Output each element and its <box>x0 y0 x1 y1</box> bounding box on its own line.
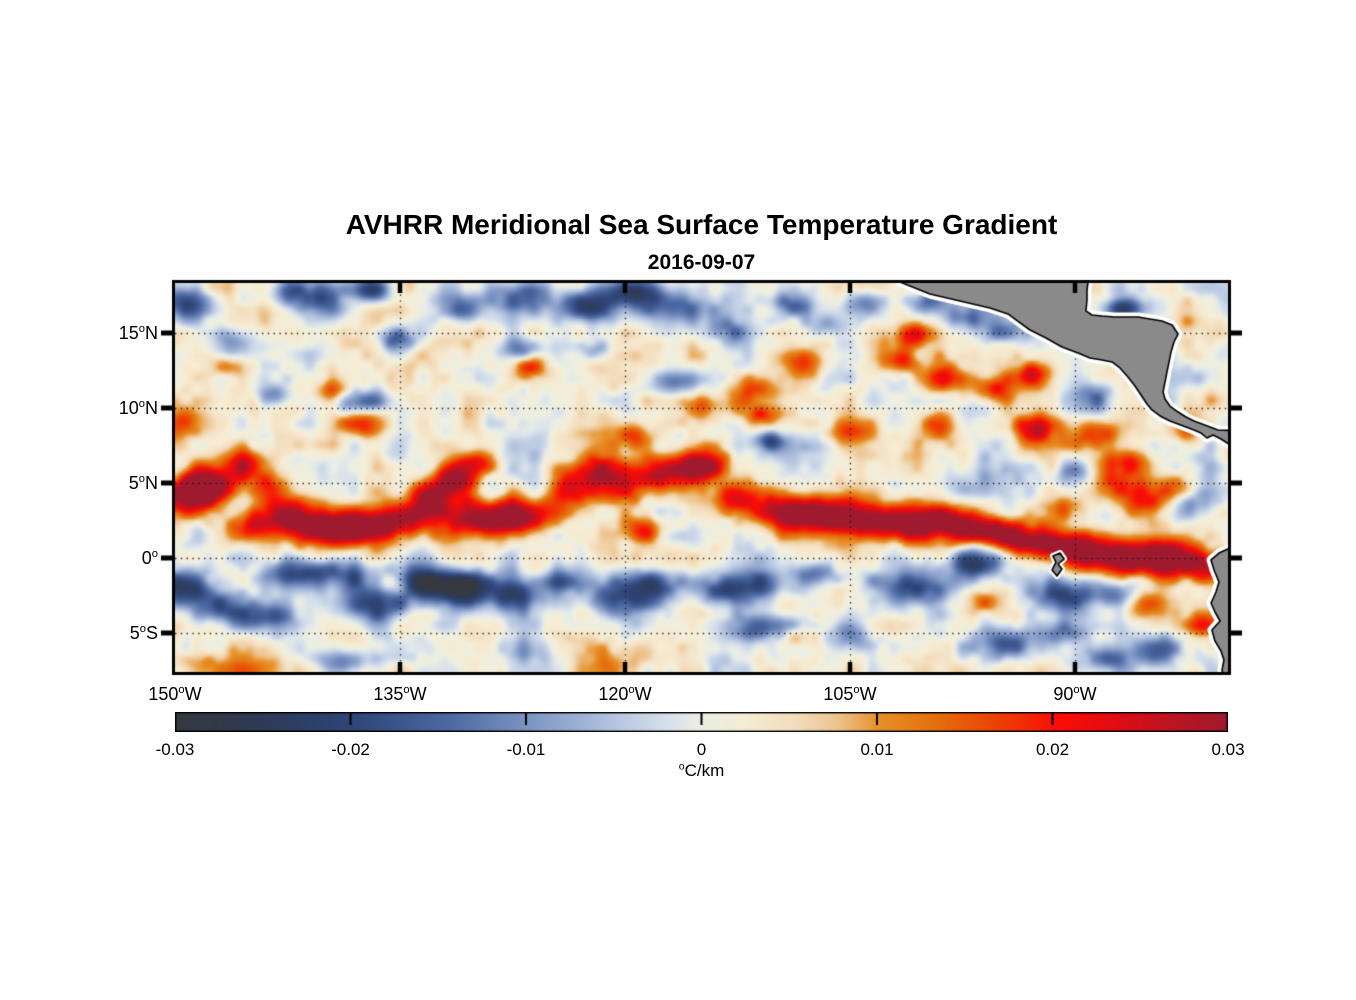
x-tick-label: 150oW <box>148 684 202 704</box>
y-tick-label: 10oN <box>118 397 158 418</box>
colorbar-unit-label: oC/km <box>678 760 725 780</box>
sst-gradient-map <box>160 268 1243 692</box>
y-tick-label: 5oN <box>128 472 158 493</box>
colorbar-tick-label: -0.01 <box>506 740 546 759</box>
colorbar-tick-label: -0.02 <box>331 740 370 759</box>
colorbar-tick-label: 0.01 <box>860 740 894 759</box>
y-tick-label: 0o <box>141 547 158 568</box>
colorbar-tick-label: 0 <box>696 740 707 759</box>
colorbar <box>175 712 1228 732</box>
y-tick-label: 15oN <box>118 322 158 343</box>
x-tick-label: 120oW <box>598 684 652 704</box>
colorbar-tick-label: 0.03 <box>1211 740 1245 759</box>
colorbar-tick-label: -0.03 <box>155 740 195 759</box>
x-tick-label: 135oW <box>373 684 427 704</box>
x-tick-label: 90oW <box>1053 684 1097 704</box>
chart-title: AVHRR Meridional Sea Surface Temperature… <box>345 209 1058 240</box>
colorbar-tick-label: 0.02 <box>1035 740 1070 759</box>
y-tick-label: 5oS <box>129 622 158 643</box>
x-tick-label: 105oW <box>823 684 877 704</box>
